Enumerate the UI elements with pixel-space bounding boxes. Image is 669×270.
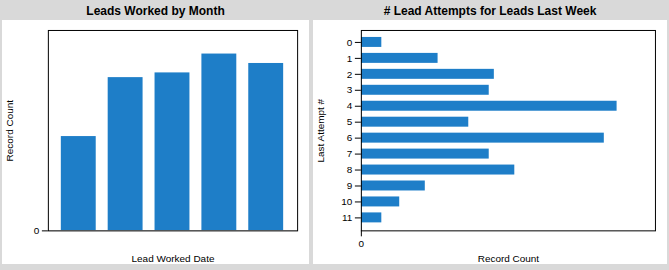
svg-text:5: 5 (347, 116, 353, 127)
svg-text:0: 0 (347, 37, 353, 48)
svg-text:6: 6 (347, 132, 353, 143)
html-text:Leads Worked by Month: Leads Worked by Month (86, 4, 225, 18)
svg-text:7: 7 (347, 148, 353, 159)
svg-text:Record Count: Record Count (478, 253, 540, 264)
svg-text:Last Attempt #: Last Attempt # (315, 98, 326, 162)
svg-text:10: 10 (341, 196, 353, 207)
html-text:# Lead Attempts for Leads Last: # Lead Attempts for Leads Last Week (383, 4, 597, 18)
svg-text:8: 8 (347, 164, 353, 175)
svg-text:11: 11 (342, 212, 353, 223)
svg-text:1: 1 (347, 53, 353, 64)
svg-text:9: 9 (347, 180, 353, 191)
svg-text:0: 0 (34, 225, 40, 236)
svg-text:4: 4 (347, 100, 353, 111)
svg-text:0: 0 (359, 238, 365, 249)
svg-text:Record Count: Record Count (4, 100, 15, 162)
svg-text:Lead Worked Date: Lead Worked Date (132, 253, 215, 264)
svg-text:3: 3 (347, 84, 353, 95)
svg-text:2: 2 (347, 69, 353, 80)
